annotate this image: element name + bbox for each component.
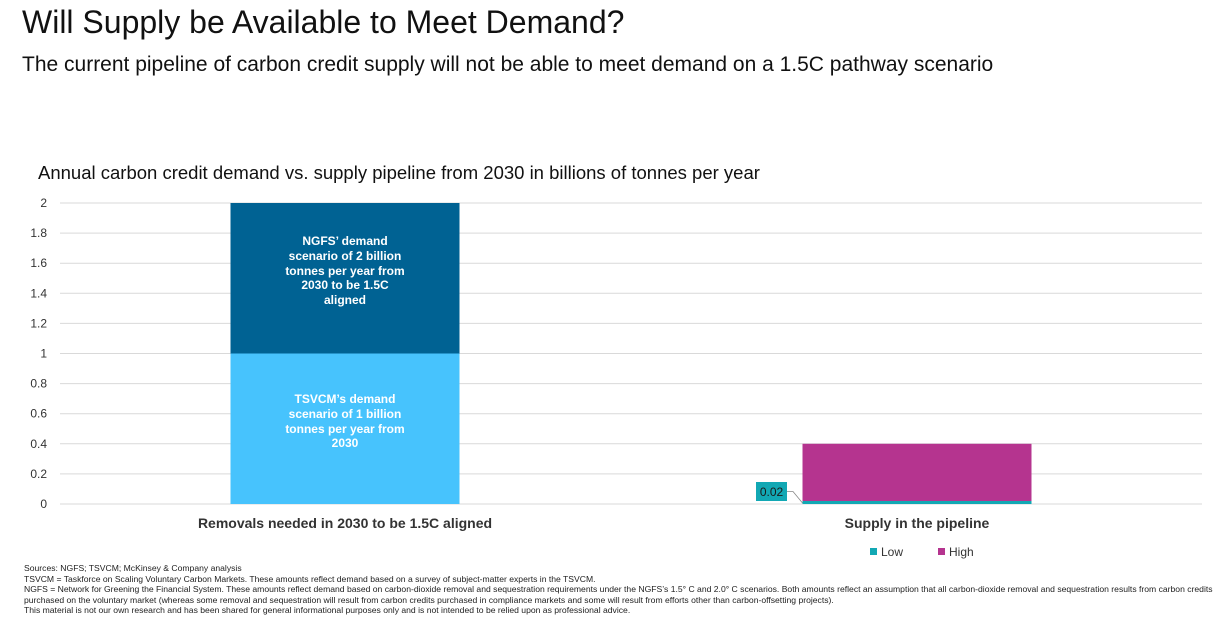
y-tick-label: 0.8: [30, 377, 47, 391]
y-tick-label: 1.8: [30, 226, 47, 240]
x-axis-labels: Removals needed in 2030 to be 1.5C align…: [198, 515, 990, 531]
footnotes: Sources: NGFS; TSVCM; McKinsey & Company…: [24, 563, 1214, 616]
legend: Low High: [870, 545, 974, 559]
bar-data-label: TSVCM’s demand scenario of 1 billion ton…: [285, 392, 405, 451]
footnote-ngfs: NGFS = Network for Greening the Financia…: [24, 584, 1213, 605]
bar-data-label: 0.02: [760, 485, 784, 499]
y-axis-ticks: 0 0.2 0.4 0.6 0.8 1 1.2 1.4 1.6 1.8 2: [30, 196, 47, 511]
legend-swatch: [870, 548, 877, 555]
bar-segment-high: [802, 443, 1032, 501]
page-title: Will Supply be Available to Meet Demand?: [22, 4, 625, 40]
legend-label: Low: [881, 545, 903, 559]
footnote-tsvcm: TSVCM = Taskforce on Scaling Voluntary C…: [24, 573, 596, 584]
y-tick-label: 0.4: [30, 437, 47, 451]
x-tick-label: Removals needed in 2030 to be 1.5C align…: [198, 515, 492, 531]
y-tick-label: 1: [40, 347, 47, 361]
bar-data-label: NGFS’ demand scenario of 2 billion tonne…: [285, 234, 405, 308]
y-tick-label: 0: [40, 497, 47, 511]
callout-leader: [787, 491, 803, 504]
bar-segment-ngfs-demand: [230, 203, 460, 354]
bar-segment-low: [802, 500, 1032, 504]
legend-swatch: [938, 548, 945, 555]
y-tick-label: 1.2: [30, 316, 47, 330]
x-tick-label: Supply in the pipeline: [845, 515, 990, 531]
chart-title: Annual carbon credit demand vs. supply p…: [38, 162, 760, 183]
callout-box: [756, 482, 787, 501]
footnote-disclaimer: This material is not our own research an…: [24, 605, 631, 616]
footnote-sources: Sources: NGFS; TSVCM; McKinsey & Company…: [24, 563, 242, 573]
y-tick-label: 0.6: [30, 407, 47, 421]
y-tick-label: 0.2: [30, 467, 47, 481]
bar-segment-tsvcm-demand: [230, 353, 460, 504]
bars: 0.02: [230, 203, 1032, 504]
y-tick-label: 1.4: [30, 286, 47, 300]
y-tick-label: 1.6: [30, 256, 47, 270]
y-tick-label: 2: [40, 196, 47, 210]
page-subtitle: The current pipeline of carbon credit su…: [22, 53, 994, 76]
legend-label: High: [949, 545, 974, 559]
